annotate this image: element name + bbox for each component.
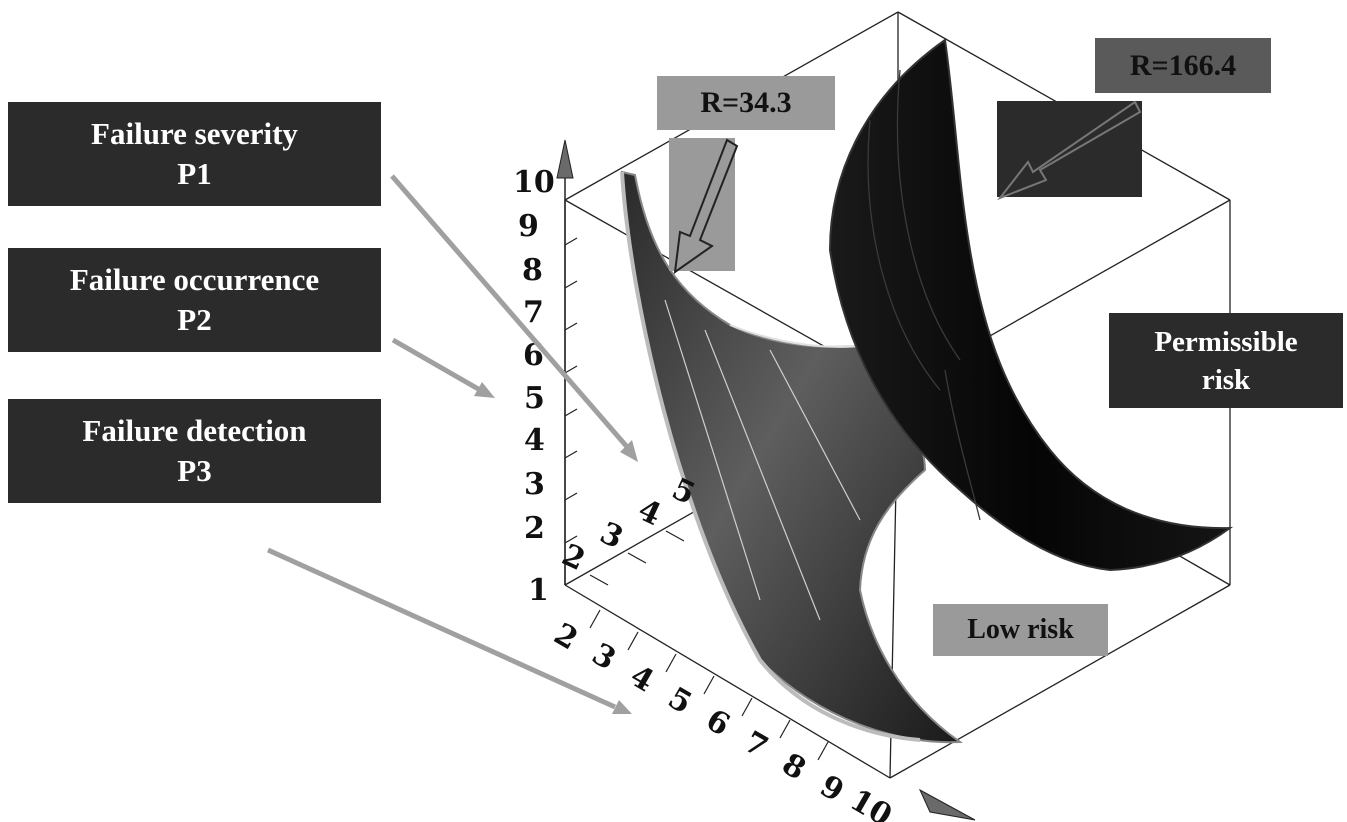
vertical-axis <box>556 139 574 585</box>
f-tick: 7 <box>738 725 774 766</box>
r-high-label: R=166.4 <box>1095 38 1271 93</box>
f-tick: 3 <box>586 637 622 678</box>
v-tick: 1 <box>528 573 549 608</box>
vertical-tick-labels: 10 9 8 7 6 5 4 3 2 1 <box>513 165 555 608</box>
failure-detection-code: P3 <box>177 453 212 488</box>
failure-occurrence-label: Failure occurrence P2 <box>8 248 381 352</box>
v-tick: 8 <box>522 253 543 288</box>
permissible-risk-line1: Permissible <box>1154 325 1298 358</box>
v-tick: 4 <box>524 423 545 458</box>
r-high-text: R=166.4 <box>1129 48 1237 82</box>
f-tick: 6 <box>700 703 736 744</box>
v-tick: 2 <box>524 511 545 546</box>
vertical-tick-marks <box>564 237 578 544</box>
r-low-pointer <box>669 138 739 275</box>
permissible-risk-label: Permissible risk <box>1109 313 1343 408</box>
front-axis-arrow-icon <box>918 788 976 821</box>
failure-occurrence-code: P2 <box>177 302 212 337</box>
low-risk-label: Low risk <box>933 604 1108 656</box>
v-tick: 10 <box>513 165 555 200</box>
depth-tick-marks <box>589 530 685 586</box>
low-risk-text: Low risk <box>967 614 1074 645</box>
v-tick: 6 <box>523 338 544 373</box>
d-tick: 4 <box>633 493 667 534</box>
d-tick: 3 <box>595 516 629 557</box>
d-tick: 2 <box>557 538 591 579</box>
v-tick: 7 <box>523 295 544 330</box>
permissible-risk-line2: risk <box>1201 363 1251 396</box>
f-tick: 4 <box>624 659 660 700</box>
surface-r-high <box>828 38 1234 572</box>
failure-severity-title: Failure severity <box>91 116 298 151</box>
r-low-text: R=34.3 <box>700 86 792 119</box>
r-low-label: R=34.3 <box>657 76 835 130</box>
depth-tick-labels: 2 3 4 5 <box>557 472 701 579</box>
r-high-pointer <box>996 100 1142 201</box>
failure-severity-label: Failure severity P1 <box>8 102 381 206</box>
f-tick: 10 <box>844 783 898 822</box>
f-tick: 9 <box>814 769 850 810</box>
failure-severity-code: P1 <box>177 156 212 191</box>
label-pointer-arrows <box>266 174 638 714</box>
v-tick: 3 <box>524 467 545 502</box>
v-tick: 9 <box>518 209 539 244</box>
f-tick: 2 <box>548 617 584 658</box>
f-tick: 5 <box>662 681 698 722</box>
failure-detection-title: Failure detection <box>82 413 307 448</box>
f-tick: 8 <box>776 747 812 788</box>
front-tick-marks <box>589 609 829 761</box>
failure-occurrence-title: Failure occurrence <box>69 262 320 297</box>
failure-detection-label: Failure detection P3 <box>8 399 381 503</box>
v-tick: 5 <box>524 381 545 416</box>
